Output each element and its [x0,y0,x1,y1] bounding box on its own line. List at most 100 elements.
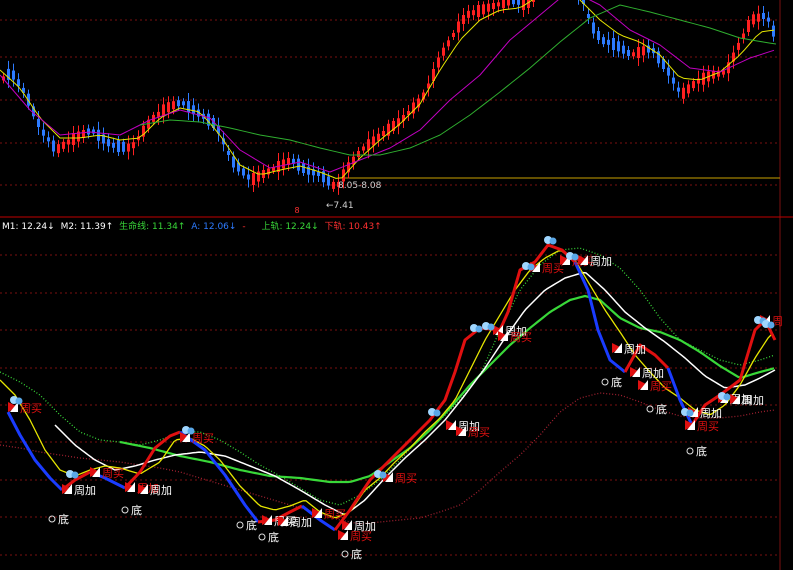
candle-body [662,59,665,69]
candle-body [507,0,510,6]
buy-flag-white-10 [340,530,348,540]
candle-body [722,70,725,75]
bottom-label-7: 底 [696,444,707,458]
bottom-label-6: 底 [656,402,667,416]
buy-flag-white-23 [687,420,695,430]
signal-label-20: 周加 [642,367,664,380]
legend-lower-rail: 下轨: 10.43↑ [324,222,382,232]
candle-body [482,4,485,15]
signal-label-21: 周买 [650,380,672,393]
candle-body [717,70,720,77]
candle-body [492,3,495,9]
signal-segment-7 [333,243,577,531]
candle-body [122,141,125,152]
signal-label-11: 周买 [395,472,417,485]
candle-body [102,134,105,144]
bottom-marker-icon-0 [48,515,56,523]
candle-body [387,123,390,136]
candle-body [192,105,195,115]
cloud-icon-part-5 [475,325,483,333]
price-annotation-range: 8.05-8.08 [338,181,382,191]
candle-body [197,109,200,117]
candle-body [412,102,415,114]
legend-dash: - [242,222,246,232]
candle-body [212,118,215,128]
cloud-icon-part-8 [549,237,557,245]
candle-body [682,87,685,99]
buy-flag-white-5 [182,432,190,442]
candle-body [622,45,625,54]
candle-body [667,67,670,76]
candle-body [447,40,450,47]
candle-body [477,5,480,17]
candle-body [302,163,305,173]
candle-body [602,37,605,45]
signal-label-10: 周买 [350,530,372,543]
buy-flag-9 [342,520,352,530]
candle-body [422,92,425,100]
candle-body [327,176,330,186]
signal-segment-4 [179,430,260,523]
candle-body [227,151,230,155]
candle-body [637,47,640,59]
buy-flag-1 [62,484,72,494]
price-marker: 8 [294,206,299,215]
buy-flag-3 [125,482,135,492]
buy-flag-0 [8,402,18,412]
candle-body [512,0,515,5]
candle-body [42,129,45,136]
buy-flag-18 [578,255,588,265]
candle-body [162,104,165,117]
signal-label-22: 周加 [700,407,722,420]
legend-a: A: 12.06↓ [191,222,237,232]
candle-body [607,39,610,45]
candle-body [372,136,375,146]
candle-body [252,173,255,185]
buy-flag-white-11 [385,472,393,482]
buy-flag-white-7 [280,516,288,526]
candle-body [632,52,635,57]
buy-flag-15 [498,331,508,341]
candle-body [257,171,260,182]
candle-body [172,101,175,110]
ma-yellow-lower [0,250,774,519]
candle-body [37,119,40,127]
candle-body [27,93,30,106]
buy-flag-20 [630,367,640,377]
bottom-label-0: 底 [58,512,69,526]
legend-m1: M1: 12.24↓ [2,222,55,232]
candle-body [427,83,430,89]
buy-flag-white-6 [264,515,272,525]
buy-flag-white-20 [632,367,640,377]
candle-body [332,181,335,189]
legend-upper-rail: 上轨: 12.24↓ [261,222,319,232]
signal-label-7: 周加 [290,516,312,529]
candle-body [22,87,25,93]
bottom-marker-icon-7 [686,447,694,455]
candle-body [772,25,775,37]
bottom-label-5: 底 [611,375,622,389]
buy-flag-13 [456,426,466,436]
candle-body [112,142,115,148]
candle-body [762,13,765,19]
candle-body [347,162,350,173]
candle-body [487,3,490,12]
lifeline-solid [119,294,775,484]
candle-body [642,46,645,56]
bottom-label-4: 底 [351,547,362,561]
buy-flag-17 [560,255,570,265]
bottom-label-1: 底 [131,503,142,517]
candle-body [147,119,150,129]
signal-segment-0 [6,411,64,492]
buy-flag-white-13 [458,426,466,436]
buy-flag-white-2 [92,467,100,477]
candle-body [17,79,20,87]
signal-segment-6 [301,504,336,532]
candle-body [207,113,210,126]
candle-body [382,131,385,136]
candle-body [742,33,745,39]
cloud-icon-part-9 [571,253,579,261]
signal-segment-3 [123,430,181,490]
candle-body [467,10,470,18]
cloud-icon-part-0 [15,397,23,405]
